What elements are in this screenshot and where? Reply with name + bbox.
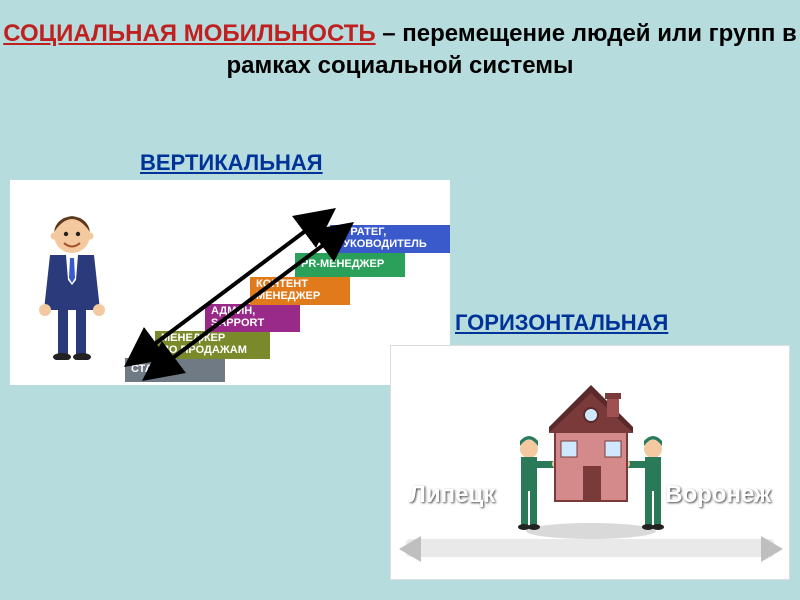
city-right: Воронеж <box>665 481 771 509</box>
vertical-panel: СТАЖЕРМЕНЕДЖЕР ПО ПРОДАЖАМАДМИН, SAPPORT… <box>10 180 450 385</box>
vertical-label: ВЕРТИКАЛЬНАЯ <box>140 150 323 176</box>
title: СОЦИАЛЬНАЯ МОБИЛЬНОСТЬ – перемещение люд… <box>0 18 800 83</box>
movers-house-icon <box>511 371 671 541</box>
city-left: Липецк <box>409 481 495 509</box>
horizontal-panel: Липецк Воронеж <box>390 345 790 580</box>
horizontal-label: ГОРИЗОНТАЛЬНАЯ <box>455 310 668 336</box>
title-key-term: СОЦИАЛЬНАЯ МОБИЛЬНОСТЬ <box>3 20 375 47</box>
businessman-icon <box>30 210 115 360</box>
